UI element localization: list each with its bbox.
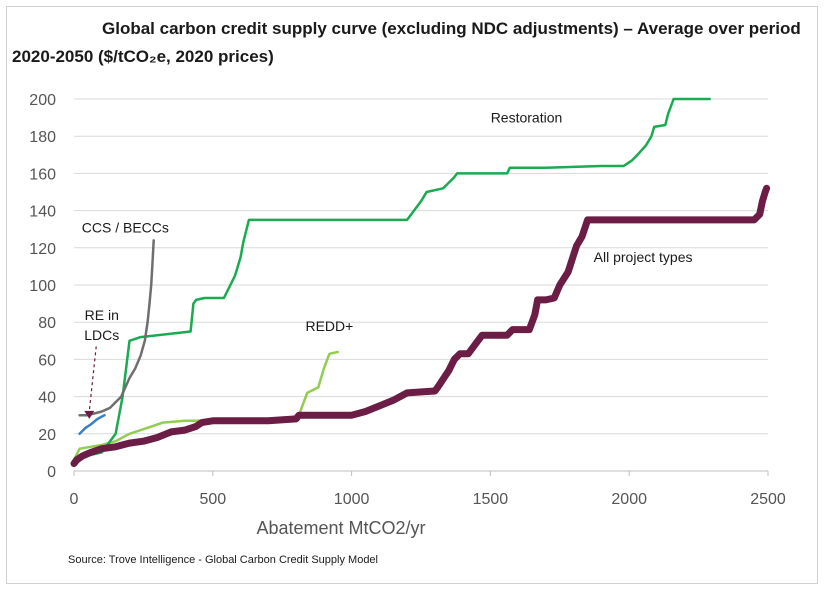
series-lines bbox=[70, 97, 771, 468]
y-axis-ticks: 0 20 40 60 80 100 120 140 160 180 200 bbox=[29, 92, 56, 481]
annotation-re-in: RE in bbox=[85, 307, 119, 323]
gridlines bbox=[74, 98, 768, 472]
x-tick-label: 2000 bbox=[611, 491, 647, 508]
y-tick-label: 180 bbox=[29, 129, 56, 146]
y-tick-label: 120 bbox=[29, 241, 56, 258]
series-line-re-in-ldcs bbox=[78, 413, 106, 436]
chart-frame bbox=[6, 6, 818, 584]
re-in-ldcs-arrowhead bbox=[84, 410, 95, 419]
y-tick-label: 40 bbox=[38, 390, 56, 407]
x-tick-label: 1500 bbox=[473, 491, 509, 508]
x-tick-label: 1000 bbox=[334, 491, 370, 508]
annotation-restoration: Restoration bbox=[491, 110, 563, 126]
y-tick-label: 100 bbox=[29, 278, 56, 295]
x-tick-label: 500 bbox=[199, 491, 226, 508]
series-line-ccs-beccs bbox=[78, 239, 155, 417]
x-axis-label: Abatement MtCO2/yr bbox=[256, 518, 425, 538]
y-tick-label: 20 bbox=[38, 427, 56, 444]
annotation-ccs-beccs: CCS / BECCs bbox=[82, 219, 169, 235]
x-tick-label: 2500 bbox=[750, 491, 786, 508]
y-tick-label: 160 bbox=[29, 166, 56, 183]
chart-title: Global carbon credit supply curve (exclu… bbox=[12, 19, 801, 66]
annotation-ldcs: LDCs bbox=[84, 327, 119, 343]
y-tick-label: 60 bbox=[38, 352, 56, 369]
re-in-ldcs-pointer-line bbox=[88, 346, 97, 412]
series-line-all-project-types bbox=[70, 184, 771, 468]
y-tick-label: 140 bbox=[29, 204, 56, 221]
y-tick-label: 80 bbox=[38, 315, 56, 332]
y-tick-label: 0 bbox=[47, 464, 56, 481]
annotation-all-project-types: All project types bbox=[594, 249, 693, 265]
x-tick-label: 0 bbox=[70, 491, 79, 508]
series-line-restoration bbox=[72, 97, 711, 467]
x-axis-ticks: 0 500 1000 1500 2000 2500 bbox=[70, 471, 786, 508]
annotations: Restoration All project types CCS / BECCs R… bbox=[82, 110, 693, 419]
source-note: Source: Trove Intelligence - Global Carb… bbox=[68, 554, 378, 566]
y-tick-label: 200 bbox=[29, 92, 56, 109]
annotation-redd-: REDD+ bbox=[305, 318, 353, 334]
